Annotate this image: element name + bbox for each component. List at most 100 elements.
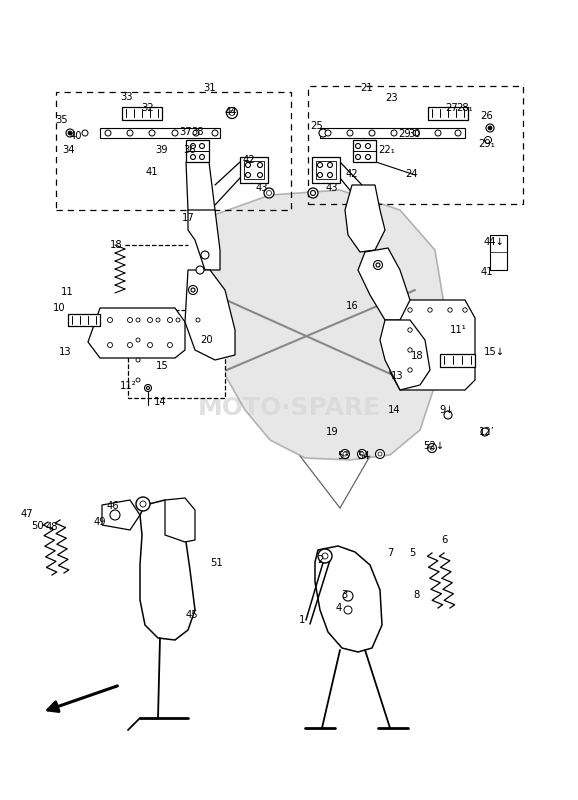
Polygon shape xyxy=(353,140,376,162)
Circle shape xyxy=(378,452,382,456)
Circle shape xyxy=(435,130,441,136)
Text: 15↓: 15↓ xyxy=(483,347,505,357)
Text: MOTO·SPARE: MOTO·SPARE xyxy=(197,396,381,420)
Circle shape xyxy=(68,131,72,135)
Circle shape xyxy=(355,154,361,159)
Text: 23: 23 xyxy=(386,93,398,103)
Text: 26: 26 xyxy=(481,111,494,121)
Text: 53: 53 xyxy=(338,451,350,461)
Text: 50: 50 xyxy=(31,521,43,531)
Circle shape xyxy=(455,130,461,136)
Circle shape xyxy=(193,130,199,136)
Polygon shape xyxy=(188,210,220,270)
Circle shape xyxy=(322,553,328,559)
Circle shape xyxy=(264,188,274,198)
Polygon shape xyxy=(102,500,140,530)
Polygon shape xyxy=(315,546,382,652)
Text: 11: 11 xyxy=(61,287,73,297)
Text: 29₁: 29₁ xyxy=(479,139,495,149)
Circle shape xyxy=(108,318,113,322)
Text: 37: 37 xyxy=(180,127,192,137)
Bar xyxy=(308,86,523,204)
Circle shape xyxy=(212,130,218,136)
Text: 3: 3 xyxy=(341,590,347,600)
Bar xyxy=(68,314,100,326)
Polygon shape xyxy=(140,500,195,640)
Circle shape xyxy=(246,173,250,178)
Text: 24: 24 xyxy=(406,169,418,179)
Circle shape xyxy=(343,591,353,601)
Text: 13: 13 xyxy=(391,371,403,381)
Text: 45: 45 xyxy=(186,610,198,620)
Circle shape xyxy=(486,124,494,132)
Circle shape xyxy=(343,452,347,456)
Circle shape xyxy=(328,162,332,167)
Text: 54: 54 xyxy=(358,451,370,461)
Text: 36: 36 xyxy=(184,145,197,155)
Circle shape xyxy=(140,501,146,507)
Circle shape xyxy=(347,130,353,136)
Circle shape xyxy=(128,342,132,347)
Circle shape xyxy=(156,318,160,322)
Circle shape xyxy=(391,130,397,136)
Circle shape xyxy=(258,173,262,178)
Circle shape xyxy=(408,348,412,352)
Circle shape xyxy=(408,368,412,372)
Polygon shape xyxy=(165,498,195,542)
Text: 1: 1 xyxy=(299,615,305,625)
Text: 2: 2 xyxy=(317,555,323,565)
Text: 51: 51 xyxy=(210,558,223,568)
Circle shape xyxy=(428,443,436,453)
Text: 43: 43 xyxy=(326,183,338,193)
Bar xyxy=(122,107,162,120)
Circle shape xyxy=(408,328,412,332)
Circle shape xyxy=(168,342,172,347)
Circle shape xyxy=(201,251,209,259)
Circle shape xyxy=(136,358,140,362)
Text: 52↓: 52↓ xyxy=(424,441,444,451)
Circle shape xyxy=(373,261,383,270)
Circle shape xyxy=(82,130,88,136)
Circle shape xyxy=(144,385,151,391)
Polygon shape xyxy=(358,248,410,320)
Circle shape xyxy=(413,130,419,136)
Text: 44: 44 xyxy=(225,107,237,117)
Text: 18: 18 xyxy=(411,351,423,361)
Text: 30: 30 xyxy=(409,129,421,139)
Text: 29: 29 xyxy=(399,129,412,139)
Text: 33: 33 xyxy=(121,92,134,102)
Circle shape xyxy=(376,263,380,267)
Text: 38: 38 xyxy=(192,127,204,137)
Polygon shape xyxy=(186,162,215,230)
Text: 25: 25 xyxy=(310,121,323,131)
Text: 11²: 11² xyxy=(120,381,136,391)
Circle shape xyxy=(188,286,198,294)
Text: 14: 14 xyxy=(388,405,401,415)
Bar xyxy=(56,92,291,210)
Text: 48: 48 xyxy=(46,522,58,532)
Circle shape xyxy=(258,162,262,167)
Circle shape xyxy=(168,318,172,322)
Circle shape xyxy=(430,446,434,450)
Circle shape xyxy=(310,190,316,195)
Text: 14: 14 xyxy=(154,397,166,407)
Circle shape xyxy=(317,162,323,167)
Bar xyxy=(428,107,468,120)
Circle shape xyxy=(105,130,111,136)
Circle shape xyxy=(196,318,200,322)
Circle shape xyxy=(191,143,195,149)
Circle shape xyxy=(325,130,331,136)
Circle shape xyxy=(358,450,366,458)
Circle shape xyxy=(199,143,205,149)
Polygon shape xyxy=(185,270,235,360)
Text: 21: 21 xyxy=(361,83,373,93)
Circle shape xyxy=(369,130,375,136)
Circle shape xyxy=(149,130,155,136)
Text: 7: 7 xyxy=(387,548,393,558)
Text: 22₁: 22₁ xyxy=(379,145,395,155)
Circle shape xyxy=(196,266,204,274)
Text: 16: 16 xyxy=(346,301,358,311)
Circle shape xyxy=(136,318,140,322)
Text: 20: 20 xyxy=(201,335,213,345)
Text: 31: 31 xyxy=(203,83,216,93)
